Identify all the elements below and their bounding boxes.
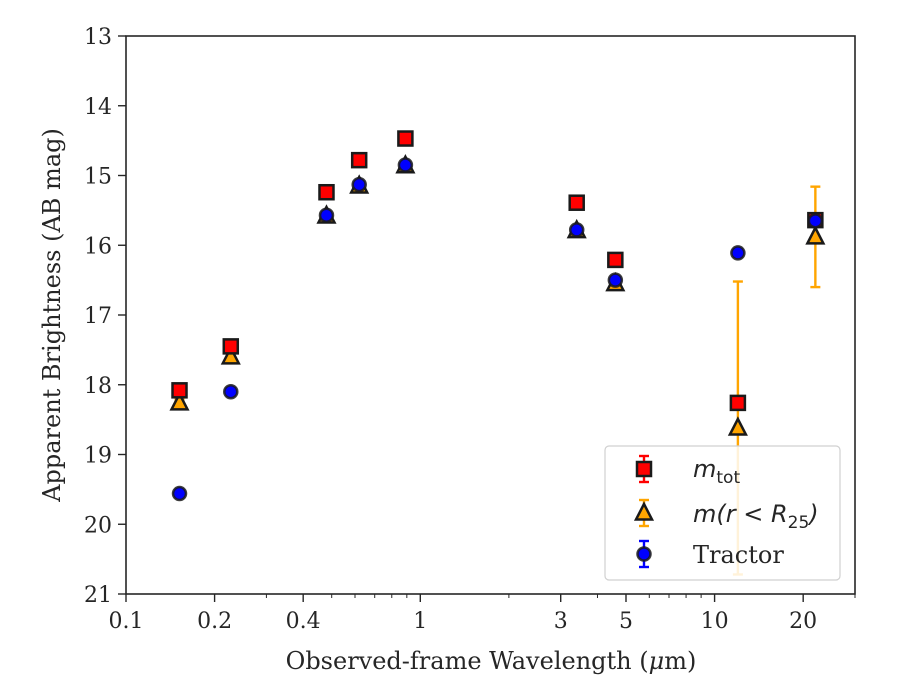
point-mtot <box>171 382 188 399</box>
point-mtot <box>568 194 585 211</box>
point-tractor <box>568 222 585 238</box>
point-mtot <box>397 130 414 147</box>
x-tick-label: 0.4 <box>286 609 321 634</box>
legend-markers <box>633 454 655 569</box>
x-axis-label-unit-rest: m) <box>664 647 696 675</box>
data-layer <box>169 130 826 576</box>
point-mr25 <box>220 345 241 365</box>
x-tick-label: 0.1 <box>109 609 144 634</box>
point-tractor <box>807 213 824 229</box>
legend-mtot-sub: tot <box>716 468 740 488</box>
x-axis-label-main: Observed-frame Wavelength ( <box>286 647 649 675</box>
x-axis-label: Observed-frame Wavelength (μm) <box>286 647 697 675</box>
point-tractor <box>607 272 624 288</box>
y-tick-label: 17 <box>84 304 112 329</box>
series-tractor <box>171 157 824 502</box>
legend-frame <box>604 445 841 581</box>
y-axis-label: Apparent Brightness (AB mag) <box>38 128 66 503</box>
y-tick-label: 21 <box>84 583 112 608</box>
legend: mtot m(r < R25) Tractor <box>604 445 841 581</box>
point-mr25 <box>727 416 748 436</box>
legend-mr25-base: m(r < R <box>693 500 788 528</box>
legend-marker-mr25 <box>633 501 655 521</box>
legend-mr25-tail: ) <box>807 500 818 528</box>
legend-label-mr25: m(r < R25) <box>693 500 819 533</box>
point-tractor <box>171 485 188 502</box>
y-tick-label: 16 <box>84 234 112 259</box>
y-tick-label: 19 <box>84 444 112 469</box>
legend-mtot-base: m <box>693 455 716 483</box>
point-tractor <box>223 383 239 400</box>
y-tick-label: 20 <box>84 513 112 538</box>
point-mr25 <box>169 391 190 411</box>
y-tick-label: 14 <box>84 95 112 120</box>
point-tractor <box>351 176 367 193</box>
legend-label-mtot: mtot <box>693 455 740 488</box>
point-mtot <box>222 338 240 355</box>
x-tick-label: 1 <box>413 609 427 634</box>
legend-marker-tractor <box>636 546 652 562</box>
legend-mr25-sub: 25 <box>788 513 810 533</box>
point-mr25 <box>805 225 826 245</box>
point-tractor <box>318 207 335 224</box>
point-tractor <box>730 245 746 261</box>
x-tick-label: 3 <box>554 609 568 634</box>
legend-label-tractor: Tractor <box>693 541 784 569</box>
point-mtot <box>350 151 368 169</box>
point-tractor <box>397 157 414 173</box>
x-tick-label: 20 <box>789 609 817 634</box>
x-tick-label: 0.2 <box>197 609 232 634</box>
point-mtot <box>729 394 747 412</box>
legend-marker-mtot <box>635 460 653 478</box>
y-tick-label: 13 <box>84 25 112 50</box>
y-tick-label: 18 <box>84 374 112 399</box>
x-tick-label: 10 <box>701 609 729 634</box>
x-axis-label-unit: μ <box>649 647 665 675</box>
point-mtot <box>607 251 624 269</box>
point-mtot <box>318 183 335 201</box>
y-tick-label: 15 <box>84 165 112 190</box>
x-tick-label: 5 <box>619 609 633 634</box>
